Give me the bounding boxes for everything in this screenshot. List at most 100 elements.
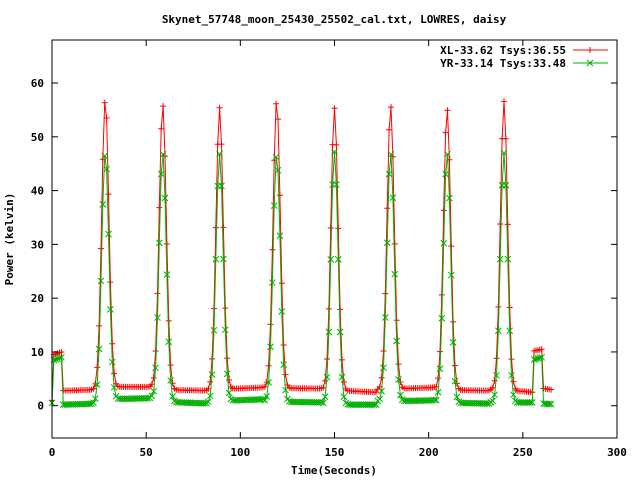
- data-point: [500, 149, 508, 157]
- data-point: [372, 389, 379, 396]
- data-point: [538, 346, 545, 353]
- data-point: [448, 243, 455, 250]
- data-point: [144, 394, 152, 402]
- data-point: [207, 378, 214, 385]
- data-point: [340, 393, 348, 401]
- data-point: [506, 304, 513, 311]
- data-point: [58, 353, 65, 361]
- data-point: [280, 361, 288, 368]
- data-point: [530, 356, 538, 363]
- data-point: [325, 305, 332, 312]
- data-point: [108, 358, 116, 366]
- data-point: [156, 204, 163, 211]
- data-point: [442, 170, 449, 178]
- legend-marker: [587, 47, 593, 53]
- data-point: [109, 340, 116, 347]
- data-point: [273, 100, 280, 107]
- data-point: [496, 255, 504, 263]
- data-point: [446, 194, 453, 202]
- data-point: [216, 104, 223, 111]
- data-point: [451, 377, 459, 385]
- data-point: [378, 387, 385, 395]
- data-point: [452, 362, 459, 369]
- data-point: [103, 165, 110, 173]
- data-point: [212, 255, 220, 263]
- data-point: [107, 279, 114, 286]
- data-point: [163, 271, 171, 279]
- data-point: [201, 399, 208, 407]
- data-point: [58, 348, 65, 355]
- data-point: [388, 104, 394, 111]
- data-point: [263, 393, 271, 400]
- data-point: [497, 221, 504, 228]
- data-point: [372, 401, 380, 408]
- data-point: [155, 239, 163, 247]
- data-point: [90, 385, 97, 392]
- chart-title: Skynet_57748_moon_25430_25502_cal.txt, L…: [162, 13, 507, 26]
- data-point: [319, 399, 327, 407]
- x-tick-label: 200: [419, 446, 439, 459]
- data-point: [339, 356, 346, 363]
- data-point: [494, 327, 502, 335]
- data-point: [393, 337, 401, 345]
- x-tick-label: 50: [140, 446, 153, 459]
- data-point: [105, 191, 112, 198]
- data-point: [265, 362, 272, 369]
- data-point: [380, 348, 387, 355]
- data-point: [447, 271, 455, 279]
- data-point: [52, 355, 60, 363]
- data-point: [154, 314, 161, 321]
- data-point: [270, 202, 278, 210]
- data-point: [440, 207, 447, 214]
- data-point: [257, 395, 265, 403]
- y-tick-label: 0: [37, 400, 44, 413]
- data-point: [165, 317, 172, 324]
- data-point: [282, 386, 289, 394]
- data-point: [320, 384, 327, 391]
- data-point: [532, 355, 540, 363]
- data-point: [389, 194, 397, 202]
- data-point: [383, 239, 391, 247]
- data-point: [502, 135, 509, 142]
- data-point: [333, 181, 340, 188]
- data-point: [331, 148, 338, 156]
- data-point: [536, 354, 544, 362]
- data-point: [97, 277, 105, 285]
- data-point: [110, 384, 118, 391]
- data-point: [491, 391, 498, 399]
- data-point: [161, 194, 169, 202]
- data-point: [493, 371, 500, 379]
- y-tick-label: 50: [31, 131, 44, 144]
- data-point: [216, 150, 223, 158]
- data-point: [208, 371, 216, 378]
- data-point: [148, 392, 156, 400]
- data-point: [276, 232, 284, 240]
- y-tick-label: 20: [31, 292, 44, 305]
- data-point: [167, 362, 174, 369]
- data-point: [538, 353, 546, 361]
- data-point: [93, 381, 101, 388]
- y-tick-label: 40: [31, 185, 44, 198]
- data-point: [150, 387, 158, 395]
- data-point: [267, 343, 274, 351]
- data-point: [56, 354, 63, 362]
- data-point: [205, 385, 212, 392]
- data-point: [495, 303, 502, 310]
- data-point: [95, 345, 103, 353]
- data-point: [103, 115, 110, 122]
- data-point: [384, 205, 391, 212]
- data-point: [268, 279, 276, 286]
- data-point: [54, 355, 62, 363]
- plot-area: [48, 98, 555, 409]
- data-point: [221, 326, 229, 334]
- data-point: [545, 400, 553, 408]
- data-point: [323, 373, 331, 381]
- data-point: [224, 355, 231, 362]
- data-point: [223, 370, 231, 378]
- x-tick-label: 250: [513, 446, 533, 459]
- data-point: [382, 290, 389, 297]
- data-point: [386, 126, 393, 133]
